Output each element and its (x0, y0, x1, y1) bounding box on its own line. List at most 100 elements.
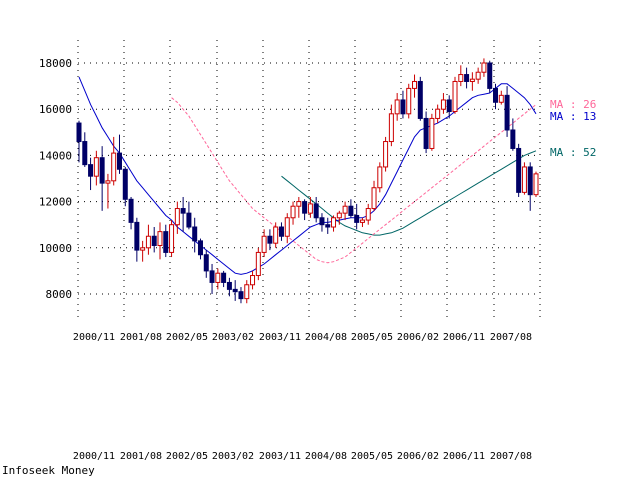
y-tick-label: 10000 (39, 242, 72, 255)
candle (244, 280, 250, 304)
candle (394, 93, 400, 121)
candle (331, 215, 337, 232)
candle (313, 196, 319, 223)
candle (498, 90, 504, 105)
candle-body (359, 219, 365, 223)
candle (510, 118, 516, 151)
candle (527, 162, 533, 211)
candle-body (284, 217, 290, 237)
candle (232, 280, 238, 301)
candle (440, 93, 446, 114)
candle (325, 217, 331, 234)
candle (371, 180, 377, 211)
candle (203, 250, 209, 278)
candle (336, 210, 342, 225)
candle-body (244, 284, 250, 300)
candle (481, 58, 487, 77)
candle-body (446, 99, 452, 113)
candle-body (388, 113, 394, 143)
candle (250, 270, 256, 290)
x-tick-label: 2006/11 (443, 332, 485, 343)
candle-body (452, 80, 458, 113)
candle-body (493, 87, 499, 103)
grid-lines (77, 40, 541, 317)
candle-body (487, 62, 493, 89)
x-tick-label: 2006/02 (397, 332, 439, 343)
candle (475, 67, 481, 84)
candle (400, 90, 406, 119)
candle (429, 113, 435, 151)
candle-body (521, 166, 527, 193)
candle-body (145, 235, 151, 249)
x-tick-label: 2004/08 (305, 332, 347, 343)
ma52-label: MA : 52 (550, 146, 596, 159)
candle-body (221, 272, 227, 283)
candlestick-series (76, 58, 539, 304)
y-tick-label: 8000 (46, 288, 73, 301)
candle (319, 213, 325, 232)
candle (273, 222, 279, 248)
y-axis-ticks: 8000 10000 12000 14000 16000 18000 (39, 57, 72, 301)
x-tick-label: 2005/05 (351, 332, 393, 343)
candle-body (128, 198, 134, 223)
candle (388, 104, 394, 147)
x-tick-label: 2003/11 (259, 451, 301, 462)
x-tick-label: 2003/02 (212, 451, 254, 462)
candle (493, 83, 499, 110)
candle-body (417, 80, 423, 119)
candle-body (261, 235, 267, 253)
candle (377, 162, 383, 193)
candle-body (307, 203, 313, 214)
candle (169, 220, 175, 258)
candle (157, 222, 163, 260)
candle-body (406, 87, 412, 115)
candle (186, 201, 192, 230)
x-tick-label: 2005/05 (351, 451, 393, 462)
candle-body (481, 62, 487, 73)
candle-body (238, 291, 244, 300)
x-tick-label: 2001/08 (120, 451, 162, 462)
candle (533, 171, 539, 197)
candle-body (169, 224, 175, 253)
candle (255, 247, 261, 281)
candle (180, 196, 186, 232)
candle-body (533, 173, 539, 196)
x-axis-ticks: 2000/11 2000/11 2001/08 2001/08 2002/05 2002/… (73, 332, 532, 462)
candle (423, 111, 429, 154)
candle (215, 268, 221, 290)
candle-body (383, 141, 389, 168)
candle (111, 136, 117, 186)
candle (290, 201, 296, 225)
candle-body (111, 152, 117, 182)
candle (128, 196, 134, 230)
candle (163, 224, 169, 258)
candle-body (504, 94, 510, 131)
candle-body (209, 270, 215, 283)
candle-body (197, 240, 203, 256)
candle-body (342, 205, 348, 214)
candle (197, 238, 203, 260)
candle (406, 83, 412, 119)
candle-body (99, 157, 105, 184)
candle-body (325, 224, 331, 228)
candle (151, 227, 157, 253)
candle-body (423, 117, 429, 149)
candle (209, 263, 215, 294)
candle-body (348, 205, 354, 216)
candle (417, 76, 423, 121)
candle (226, 277, 232, 297)
x-tick-label: 2000/11 (73, 332, 115, 343)
candle (458, 65, 464, 87)
candle-body (365, 208, 371, 221)
candle (412, 74, 418, 98)
candle (521, 162, 527, 195)
candle-body (429, 117, 435, 149)
candle (140, 240, 146, 262)
candle-body (296, 201, 302, 207)
candle (116, 134, 122, 174)
candle (342, 201, 348, 221)
x-tick-label: 2004/08 (305, 451, 347, 462)
candle-body (122, 168, 128, 200)
candle (82, 132, 88, 167)
